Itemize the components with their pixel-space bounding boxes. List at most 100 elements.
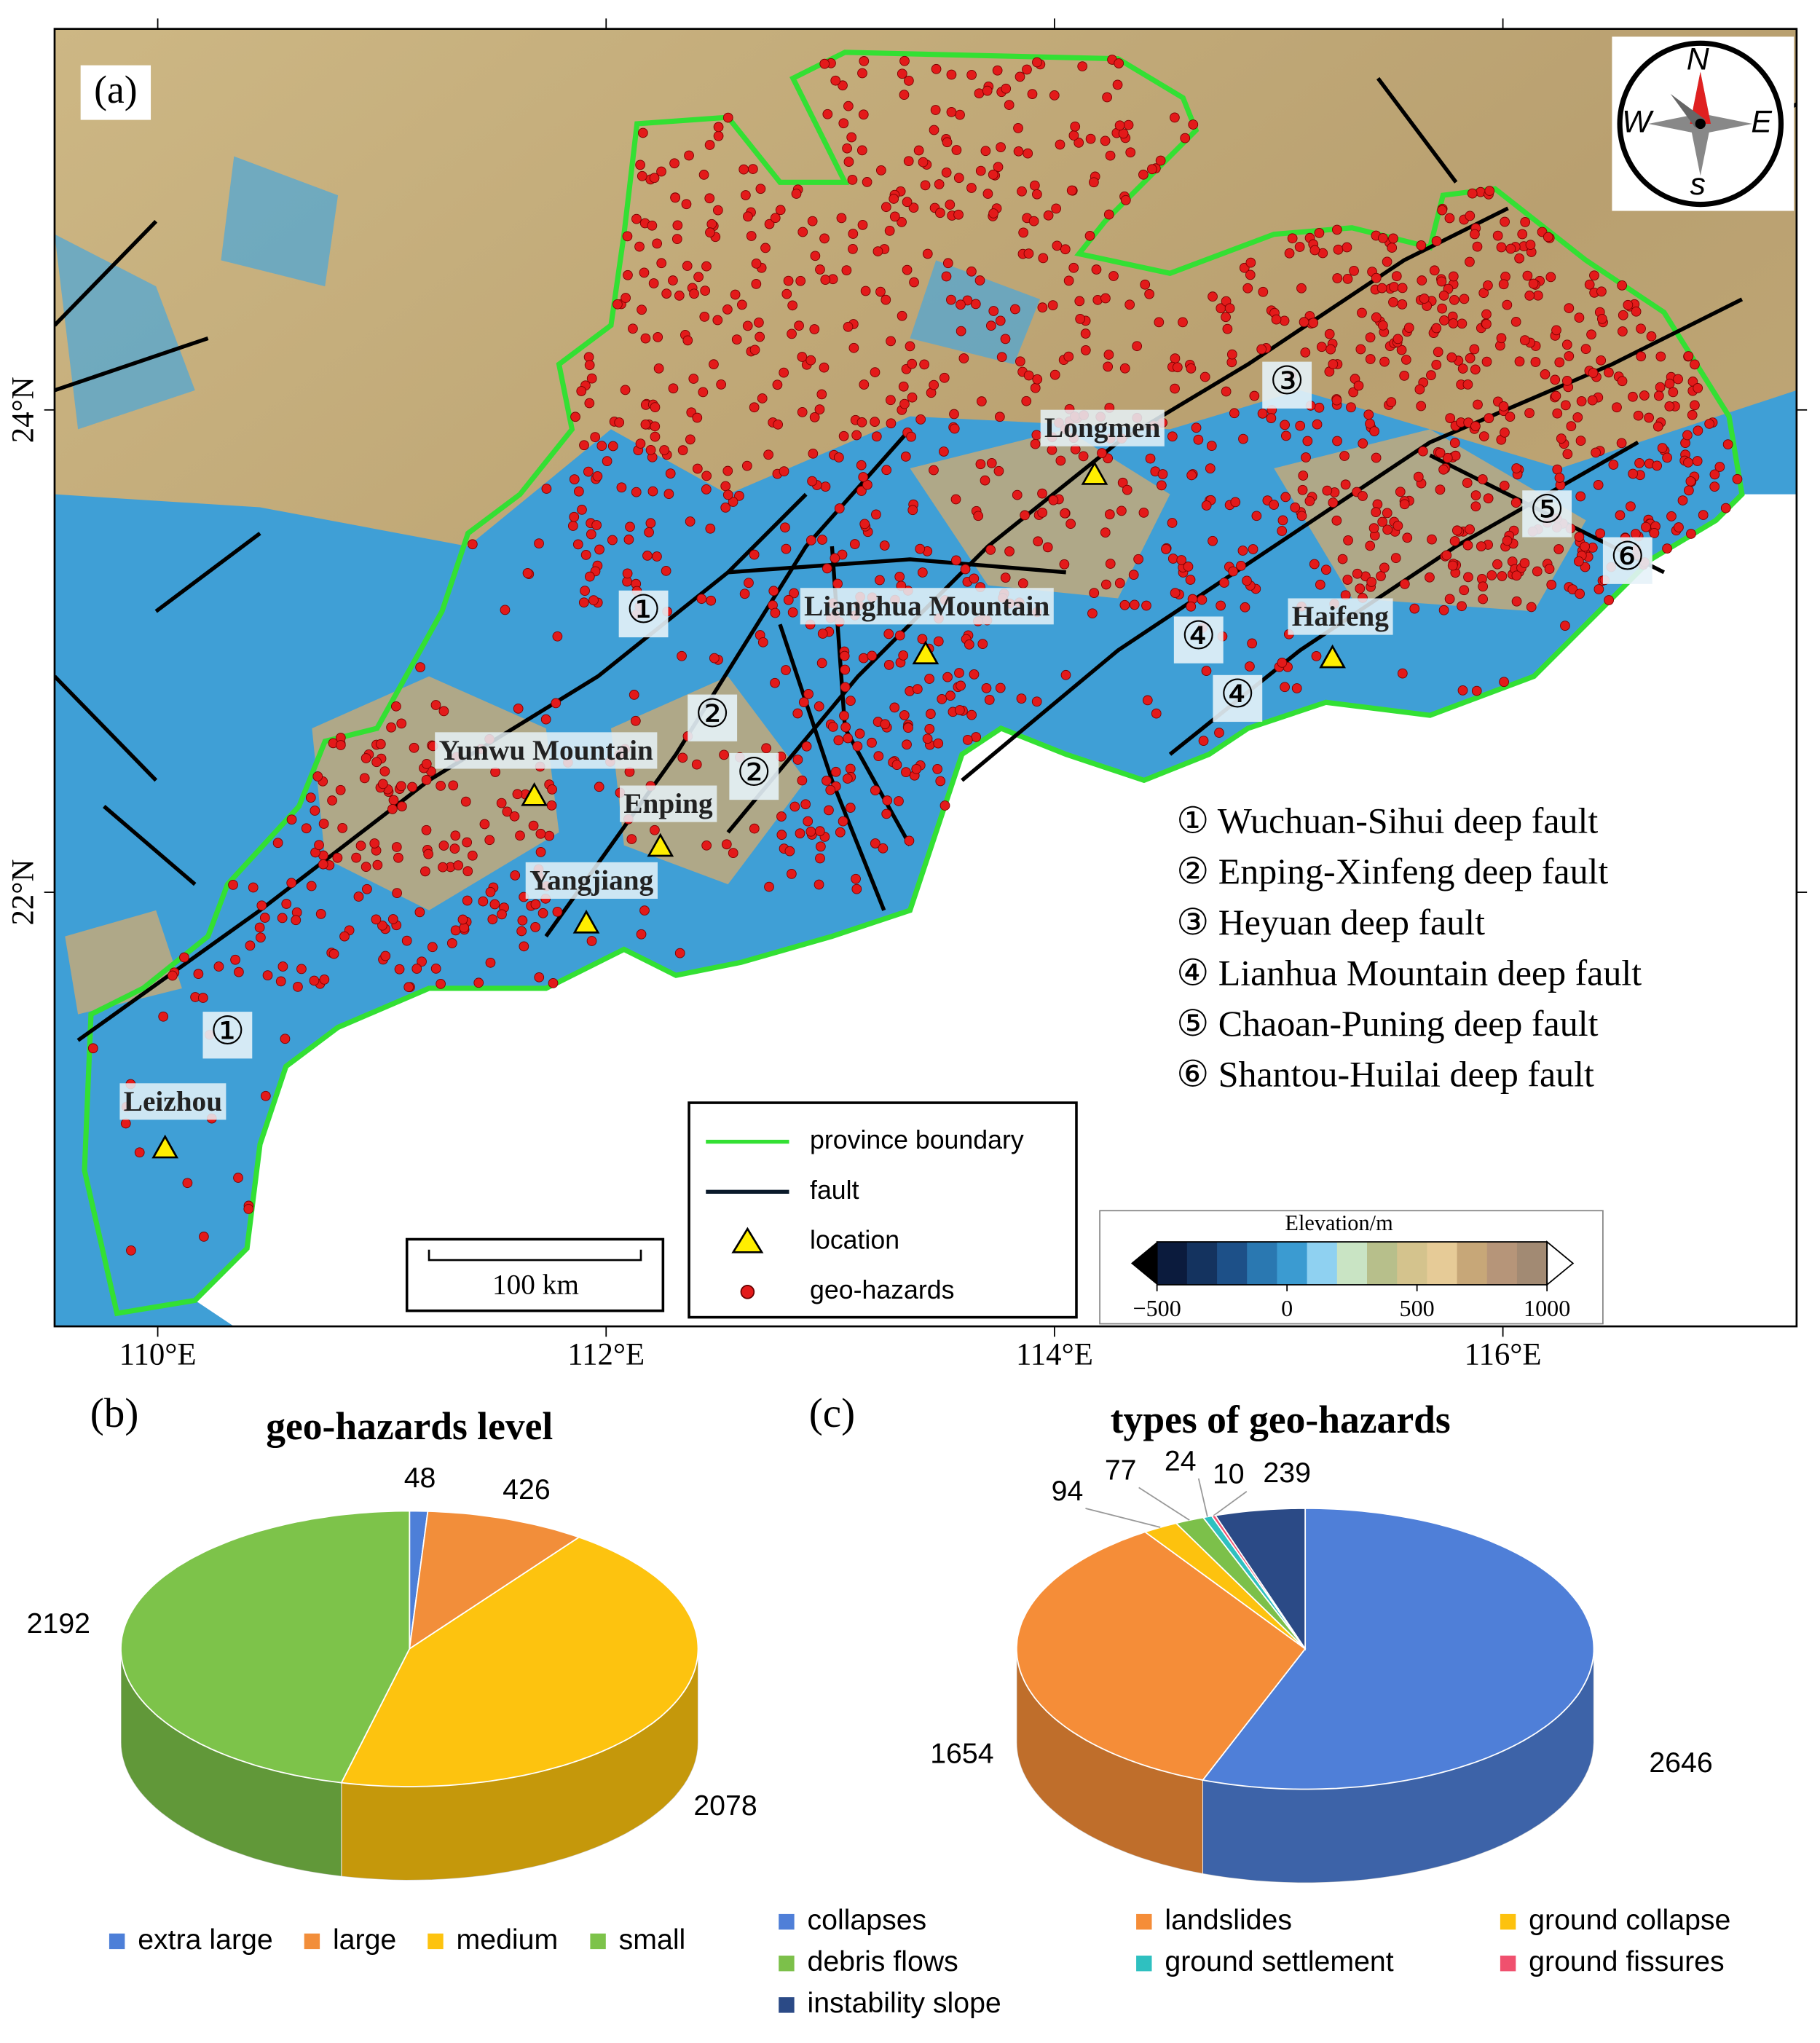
- geo-hazard-point: [808, 448, 819, 459]
- geo-hazard-point: [977, 639, 988, 650]
- geo-hazard-point: [1028, 216, 1039, 227]
- colorbar-segment: [1307, 1242, 1338, 1285]
- geo-hazard-point: [438, 841, 449, 851]
- geo-hazard-point: [1015, 71, 1025, 82]
- chart-title: types of geo-hazards: [1111, 1398, 1451, 1441]
- geo-hazard-point: [1505, 243, 1516, 254]
- geo-hazard-point: [787, 869, 797, 879]
- geo-hazard-point: [640, 333, 651, 344]
- geo-hazard-point: [213, 961, 224, 972]
- geo-hazard-point: [547, 784, 557, 795]
- geo-hazard-point: [1161, 543, 1171, 554]
- legend-swatch: [779, 1956, 795, 1972]
- geo-hazard-point: [1100, 579, 1111, 590]
- geo-hazard-point: [1483, 280, 1493, 291]
- geo-hazard-point: [1030, 382, 1041, 393]
- geo-hazard-point: [1311, 651, 1322, 661]
- geo-hazard-point: [1524, 408, 1535, 418]
- colorbar-segment: [1397, 1242, 1428, 1285]
- geo-hazard-point: [1478, 581, 1489, 592]
- geo-hazard-point: [942, 137, 953, 148]
- geo-hazard-point: [1198, 736, 1209, 746]
- geo-hazard-point: [1296, 283, 1307, 294]
- geo-hazard-point: [1142, 695, 1153, 706]
- geo-hazard-point: [1435, 447, 1446, 458]
- geo-hazard-point: [911, 763, 922, 774]
- geo-hazard-point: [193, 969, 204, 980]
- geo-hazard-point: [1004, 546, 1015, 556]
- geo-hazard-point: [355, 841, 366, 851]
- scale-bar-label: 100 km: [492, 1270, 579, 1301]
- geo-hazard-point: [1100, 135, 1111, 146]
- colorbar-tick-label: −500: [1132, 1295, 1181, 1321]
- map-frame: [53, 28, 1798, 1328]
- geo-hazard-point: [1256, 344, 1267, 355]
- legend-label: geo-hazards: [810, 1275, 954, 1304]
- geo-hazard-point: [876, 165, 886, 176]
- geo-hazard-point: [1321, 564, 1331, 575]
- geo-hazard-point: [623, 534, 634, 545]
- geo-hazard-point: [840, 664, 851, 675]
- geo-hazard-point: [1593, 479, 1604, 490]
- geo-hazard-point: [857, 68, 867, 79]
- geo-hazard-point: [946, 294, 956, 305]
- geo-hazard-point: [696, 594, 707, 605]
- geo-hazard-point: [1448, 271, 1459, 282]
- geo-hazard-point: [859, 379, 870, 390]
- geo-hazard-point: [1266, 413, 1277, 423]
- panel-label: (b): [90, 1390, 139, 1436]
- geo-hazard-point: [1078, 451, 1089, 462]
- geo-hazard-point: [981, 682, 992, 693]
- geo-hazard-point: [1281, 430, 1291, 441]
- geo-hazard-point: [884, 225, 895, 236]
- geo-hazard-point: [1170, 112, 1180, 123]
- location-label: Yunwu Mountain: [439, 735, 653, 766]
- geo-hazard-point: [286, 814, 297, 825]
- legend-label: ground collapse: [1529, 1904, 1730, 1936]
- geo-hazard-point: [396, 718, 407, 729]
- geo-hazard-point: [450, 830, 461, 841]
- geo-hazard-point: [834, 503, 845, 513]
- geo-hazard-point: [1280, 420, 1290, 430]
- geo-hazard-point: [1589, 270, 1599, 281]
- geo-hazard-point: [827, 721, 838, 732]
- geo-hazard-point: [685, 516, 696, 527]
- geo-hazard-point: [1498, 279, 1509, 290]
- geo-hazard-point: [822, 563, 832, 574]
- geo-hazard-point: [1496, 333, 1507, 344]
- geo-hazard-point: [1116, 505, 1127, 516]
- geo-hazard-point: [1595, 528, 1606, 539]
- geo-hazard-point: [1138, 507, 1149, 518]
- geo-hazard-point: [1308, 318, 1319, 328]
- geo-hazard-point: [652, 551, 662, 562]
- geo-hazard-point: [730, 289, 741, 300]
- geo-hazard-point: [1221, 386, 1232, 397]
- geo-hazard-point: [871, 431, 882, 442]
- geo-hazard-point: [741, 190, 751, 200]
- geo-hazard-point: [1280, 682, 1290, 693]
- geo-hazard-point: [674, 948, 685, 958]
- geo-hazard-point: [1446, 352, 1457, 363]
- geo-hazard-point: [954, 705, 965, 715]
- geo-hazard-point: [1012, 489, 1023, 500]
- geo-hazard-point: [1382, 508, 1392, 519]
- geo-hazard-point: [1382, 524, 1393, 535]
- geo-hazard-point: [996, 352, 1007, 363]
- geo-hazard-point: [1584, 279, 1595, 290]
- leader-line: [1213, 1491, 1248, 1516]
- geo-hazard-point: [1309, 559, 1320, 570]
- geo-hazard-point: [1060, 508, 1070, 519]
- geo-hazard-point: [843, 733, 854, 744]
- geo-hazard-point: [915, 414, 926, 425]
- x-tick-label: 116°E: [1465, 1338, 1542, 1372]
- geo-hazard-point: [789, 588, 799, 599]
- geo-hazard-point: [1363, 409, 1374, 420]
- geo-hazard-point: [375, 739, 386, 749]
- geo-hazard-point: [912, 684, 923, 694]
- geo-hazard-point: [411, 964, 422, 974]
- geo-hazard-point: [1552, 408, 1563, 419]
- geo-hazard-point: [846, 132, 857, 143]
- geo-hazard-point: [931, 63, 942, 74]
- geo-hazard-point: [975, 165, 986, 176]
